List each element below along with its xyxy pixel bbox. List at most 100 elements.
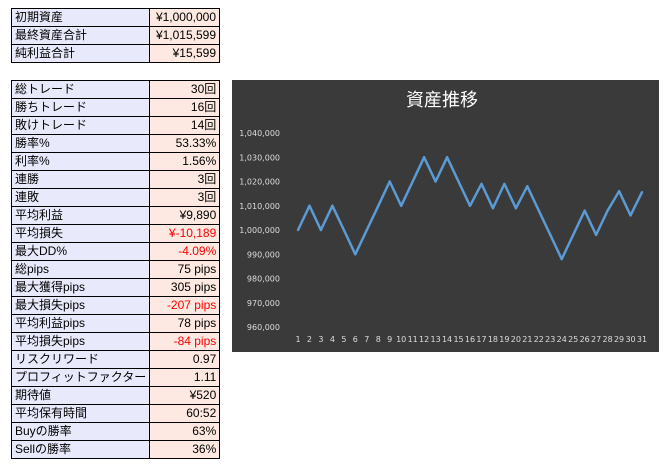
table-row: 平均利益pips 78 pips bbox=[10, 314, 221, 333]
row-label[interactable]: 最終資産合計 bbox=[11, 26, 150, 45]
row-value[interactable]: ¥9,890 bbox=[149, 206, 221, 225]
x-tick-label: 21 bbox=[522, 335, 532, 344]
row-value[interactable]: 36% bbox=[149, 440, 221, 459]
x-tick-label: 29 bbox=[614, 335, 624, 344]
row-label[interactable]: Buyの勝率 bbox=[10, 422, 151, 441]
row-value[interactable]: 78 pips bbox=[149, 314, 221, 333]
row-label[interactable]: 平均損失 bbox=[10, 224, 151, 243]
row-value[interactable]: 305 pips bbox=[149, 278, 221, 297]
x-tick-label: 4 bbox=[330, 335, 335, 344]
row-label[interactable]: 連敗 bbox=[10, 188, 151, 207]
row-value[interactable]: -84 pips bbox=[149, 332, 221, 351]
x-tick-label: 16 bbox=[465, 335, 475, 344]
row-value[interactable]: 3回 bbox=[149, 188, 221, 207]
row-label[interactable]: 最大DD% bbox=[10, 242, 151, 261]
series-layer bbox=[296, 156, 644, 261]
table-row: 平均損失 ¥-10,189 bbox=[10, 224, 221, 243]
row-value[interactable]: 75 pips bbox=[149, 260, 221, 279]
row-label[interactable]: 最大損失pips bbox=[10, 296, 151, 315]
row-value[interactable]: 53.33% bbox=[149, 134, 221, 153]
row-label[interactable]: 連勝 bbox=[10, 170, 151, 189]
row-value[interactable]: 14回 bbox=[149, 116, 221, 135]
row-label[interactable]: リスクリワード bbox=[10, 350, 151, 369]
x-tick-label: 11 bbox=[408, 335, 418, 344]
table-row: 最終資産合計 ¥1,015,599 bbox=[11, 26, 220, 45]
row-label[interactable]: 最大獲得pips bbox=[10, 278, 151, 297]
row-label[interactable]: 平均利益pips bbox=[10, 314, 151, 333]
table-row: 最大DD% -4.09% bbox=[10, 242, 221, 261]
data-point bbox=[526, 185, 529, 188]
row-value[interactable]: 63% bbox=[149, 422, 221, 441]
row-label[interactable]: 期待値 bbox=[10, 386, 151, 405]
row-label[interactable]: 総pips bbox=[10, 260, 151, 279]
data-point bbox=[640, 190, 644, 194]
table-row: 敗けトレード 14回 bbox=[10, 116, 221, 135]
row-value[interactable]: ¥1,000,000 bbox=[149, 8, 220, 27]
row-value[interactable]: 16回 bbox=[149, 98, 221, 117]
x-tick-label: 18 bbox=[488, 335, 498, 344]
x-tick-label: 19 bbox=[499, 335, 509, 344]
table-row: 平均保有時間 60:52 bbox=[10, 404, 221, 423]
x-tick-label: 14 bbox=[442, 335, 452, 344]
row-label[interactable]: Sellの勝率 bbox=[10, 440, 151, 459]
row-value[interactable]: ¥15,599 bbox=[149, 44, 220, 63]
row-value[interactable]: -207 pips bbox=[149, 296, 221, 315]
x-tick-label: 27 bbox=[591, 335, 601, 344]
x-tick-label: 31 bbox=[637, 335, 647, 344]
data-point bbox=[537, 209, 540, 212]
row-value[interactable]: ¥-10,189 bbox=[149, 224, 221, 243]
data-point bbox=[365, 228, 368, 232]
y-tick-label: 980,000 bbox=[247, 275, 280, 284]
table-row: 連敗 3回 bbox=[10, 188, 221, 207]
data-point bbox=[434, 180, 437, 183]
data-point bbox=[629, 214, 632, 217]
x-tick-label: 22 bbox=[534, 335, 544, 344]
row-label[interactable]: 平均損失pips bbox=[10, 332, 151, 351]
table-row: プロフィットファクター 1.11 bbox=[10, 368, 221, 387]
row-label[interactable]: 敗けトレード bbox=[10, 116, 151, 135]
data-point bbox=[491, 206, 495, 210]
data-point bbox=[342, 228, 346, 232]
data-point bbox=[445, 156, 449, 159]
data-point bbox=[480, 182, 483, 186]
y-tick-label: 1,000,000 bbox=[239, 226, 280, 235]
row-label[interactable]: 利率% bbox=[10, 152, 151, 171]
row-label[interactable]: 勝率% bbox=[10, 134, 151, 153]
row-value[interactable]: 60:52 bbox=[149, 404, 221, 423]
row-value[interactable]: ¥1,015,599 bbox=[149, 26, 220, 45]
x-tick-label: 1 bbox=[295, 335, 300, 344]
row-label[interactable]: 総トレード bbox=[10, 80, 151, 99]
chart-title: 資産推移 bbox=[406, 90, 478, 111]
table-row: 最大獲得pips 305 pips bbox=[10, 278, 221, 297]
table-row: 総トレード 30回 bbox=[10, 80, 221, 99]
data-point bbox=[514, 206, 518, 210]
x-tick-label: 25 bbox=[568, 335, 578, 344]
asset-trend-chart[interactable]: 資産推移 960,000 970,000 980,000 990,000 1,000,0… bbox=[232, 80, 659, 352]
data-point bbox=[296, 228, 300, 232]
row-value[interactable]: ¥520 bbox=[149, 386, 221, 405]
row-label[interactable]: 勝ちトレード bbox=[10, 98, 151, 117]
row-label[interactable]: 平均保有時間 bbox=[10, 404, 151, 423]
x-tick-label: 12 bbox=[419, 335, 429, 344]
x-tick-label: 13 bbox=[431, 335, 441, 344]
row-value[interactable]: 3回 bbox=[149, 170, 221, 189]
row-value[interactable]: 1.56% bbox=[149, 152, 221, 171]
x-tick-label: 10 bbox=[396, 335, 406, 344]
table-row: 純利益合計 ¥15,599 bbox=[11, 44, 220, 63]
row-label[interactable]: 初期資産 bbox=[11, 8, 150, 27]
row-label[interactable]: 純利益合計 bbox=[11, 44, 150, 63]
row-value[interactable]: 30回 bbox=[149, 80, 221, 99]
row-value[interactable]: 1.11 bbox=[149, 368, 221, 387]
data-point bbox=[583, 209, 586, 212]
row-label[interactable]: 平均利益 bbox=[10, 206, 151, 225]
row-value[interactable]: 0.97 bbox=[149, 350, 221, 369]
y-tick-label: 1,030,000 bbox=[239, 153, 280, 162]
y-tick-label: 990,000 bbox=[247, 250, 280, 259]
x-tick-label: 8 bbox=[376, 335, 381, 344]
y-tick-label: 1,040,000 bbox=[239, 129, 280, 138]
data-point bbox=[319, 228, 323, 232]
x-tick-label: 30 bbox=[625, 335, 635, 344]
row-label[interactable]: プロフィットファクター bbox=[10, 368, 151, 387]
x-tick-label: 28 bbox=[603, 335, 613, 344]
row-value[interactable]: -4.09% bbox=[149, 242, 221, 261]
